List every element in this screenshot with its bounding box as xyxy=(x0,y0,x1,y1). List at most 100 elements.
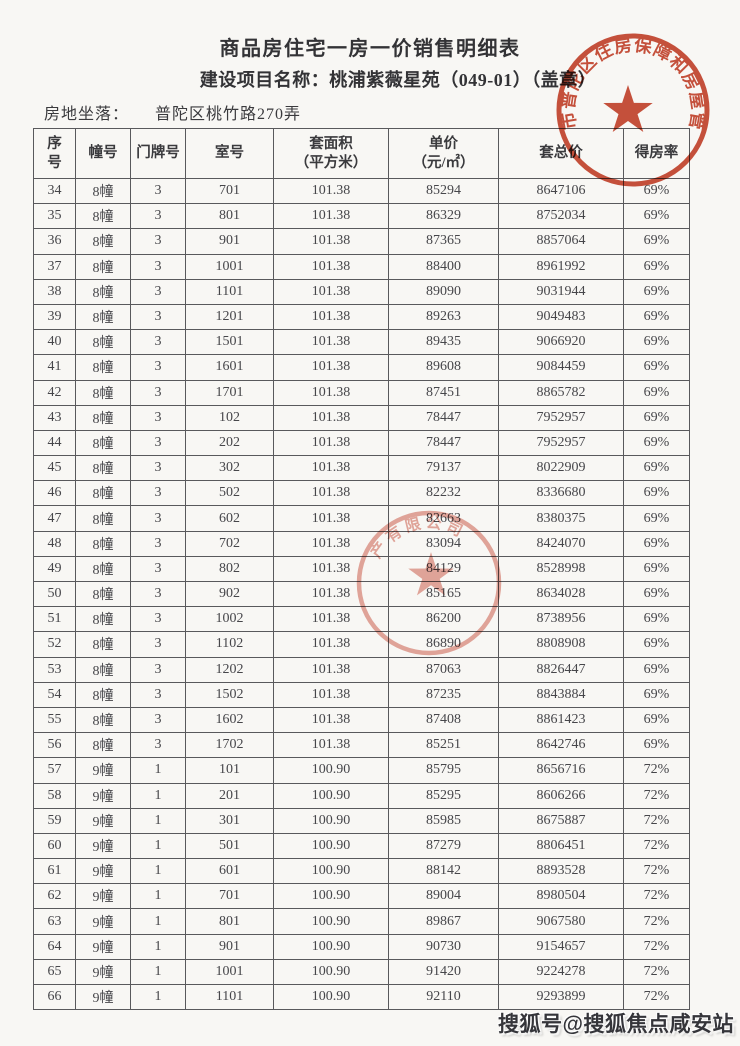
cell-area: 101.38 xyxy=(273,706,389,734)
cell-building: 8幢 xyxy=(75,580,131,608)
star-icon xyxy=(603,85,653,132)
cell-unit-price: 92110 xyxy=(388,983,499,1011)
cell-unit-price: 89435 xyxy=(388,329,499,356)
cell-unit-price: 90730 xyxy=(388,933,499,960)
cell-total-price: 8656716 xyxy=(498,757,624,784)
table-row: 38 8幢 3 1101 101.38 89090 9031944 69% xyxy=(33,278,690,305)
cell-door-no: 3 xyxy=(130,177,186,205)
cell-door-no: 3 xyxy=(130,429,186,457)
cell-total-price: 9031944 xyxy=(498,278,624,305)
cell-efficiency: 69% xyxy=(623,203,690,230)
cell-serial: 37 xyxy=(33,253,76,280)
cell-total-price: 8675887 xyxy=(498,807,624,834)
cell-efficiency: 72% xyxy=(623,858,690,885)
cell-serial: 43 xyxy=(33,404,76,431)
cell-serial: 41 xyxy=(33,354,76,381)
cell-total-price: 8843884 xyxy=(498,681,624,708)
cell-serial: 51 xyxy=(33,606,76,633)
col-header-unit-price: 单价 （元/㎡） xyxy=(388,128,499,179)
cell-room: 602 xyxy=(185,505,274,532)
cell-total-price: 8806451 xyxy=(498,832,624,860)
cell-efficiency: 72% xyxy=(623,807,690,834)
table-row: 49 8幢 3 802 101.38 84129 8528998 69% xyxy=(33,555,690,583)
cell-total-price: 8642746 xyxy=(498,732,624,759)
cell-unit-price: 78447 xyxy=(388,429,499,457)
cell-efficiency: 72% xyxy=(623,757,690,784)
table-row: 39 8幢 3 1201 101.38 89263 9049483 69% xyxy=(33,303,690,331)
cell-efficiency: 72% xyxy=(623,832,690,860)
cell-serial: 46 xyxy=(33,480,76,507)
cell-efficiency: 69% xyxy=(623,177,690,205)
cell-unit-price: 91420 xyxy=(388,958,499,986)
cell-building: 9幢 xyxy=(75,983,131,1011)
cell-building: 8幢 xyxy=(75,505,131,532)
cell-efficiency: 69% xyxy=(623,706,690,734)
cell-serial: 65 xyxy=(33,958,76,986)
cell-building: 8幢 xyxy=(75,228,131,255)
cell-unit-price: 89004 xyxy=(388,883,499,910)
cell-total-price: 9224278 xyxy=(498,958,624,986)
cell-serial: 59 xyxy=(33,807,76,834)
cell-room: 1002 xyxy=(185,606,274,633)
cell-door-no: 3 xyxy=(130,656,186,683)
cell-room: 202 xyxy=(185,429,274,457)
table-row: 54 8幢 3 1502 101.38 87235 8843884 69% xyxy=(33,681,690,708)
cell-building: 9幢 xyxy=(75,757,131,784)
cell-room: 101 xyxy=(185,757,274,784)
table-row: 35 8幢 3 801 101.38 86329 8752034 69% xyxy=(33,203,690,230)
cell-unit-price: 82232 xyxy=(388,480,499,507)
cell-door-no: 3 xyxy=(130,228,186,255)
col-header-serial: 序号 xyxy=(33,128,76,179)
cell-building: 8幢 xyxy=(75,303,131,331)
cell-building: 9幢 xyxy=(75,933,131,960)
cell-building: 9幢 xyxy=(75,908,131,935)
cell-area: 101.38 xyxy=(273,278,389,305)
cell-room: 1101 xyxy=(185,983,274,1011)
cell-serial: 63 xyxy=(33,908,76,935)
cell-door-no: 3 xyxy=(130,732,186,759)
cell-room: 1101 xyxy=(185,278,274,305)
property-location-line: 房地坐落： 普陀区桃竹路270弄 xyxy=(44,100,301,124)
cell-unit-price: 87063 xyxy=(388,656,499,683)
cell-total-price: 8826447 xyxy=(498,656,624,683)
location-value: 普陀区桃竹路270弄 xyxy=(155,106,302,123)
cell-door-no: 3 xyxy=(130,379,186,406)
cell-room: 801 xyxy=(185,203,274,230)
cell-unit-price: 87451 xyxy=(388,379,499,406)
cell-efficiency: 69% xyxy=(623,681,690,708)
cell-door-no: 1 xyxy=(130,958,186,986)
cell-total-price: 8336680 xyxy=(498,480,624,507)
cell-total-price: 7952957 xyxy=(498,429,624,457)
cell-total-price: 8961992 xyxy=(498,253,624,280)
cell-door-no: 1 xyxy=(130,883,186,910)
cell-efficiency: 69% xyxy=(623,631,690,658)
col-header-total-price: 套总价 xyxy=(498,128,624,179)
cell-efficiency: 69% xyxy=(623,555,690,583)
cell-building: 8幢 xyxy=(75,606,131,633)
cell-serial: 36 xyxy=(33,228,76,255)
cell-efficiency: 69% xyxy=(623,303,690,331)
cell-total-price: 9066920 xyxy=(498,329,624,356)
cell-building: 9幢 xyxy=(75,858,131,885)
table-row: 64 9幢 1 901 100.90 90730 9154657 72% xyxy=(33,933,690,960)
cell-unit-price: 87235 xyxy=(388,681,499,708)
cell-building: 8幢 xyxy=(75,354,131,381)
table-header: 序号幢号 门牌号 室号 套面积 （平方米） 单价 （元/㎡） 套总价 得房率 xyxy=(33,128,690,179)
col-header-door-no: 门牌号 xyxy=(130,128,186,179)
cell-building: 8幢 xyxy=(75,429,131,457)
cell-building: 8幢 xyxy=(75,480,131,507)
cell-area: 100.90 xyxy=(273,858,389,885)
table-row: 58 9幢 1 201 100.90 85295 8606266 72% xyxy=(33,782,690,809)
cell-building: 9幢 xyxy=(75,958,131,986)
table-row: 52 8幢 3 1102 101.38 86890 8808908 69% xyxy=(33,631,690,658)
cell-unit-price: 84129 xyxy=(388,555,499,583)
cell-room: 1201 xyxy=(185,303,274,331)
cell-door-no: 3 xyxy=(130,354,186,381)
cell-total-price: 8528998 xyxy=(498,555,624,583)
cell-area: 101.38 xyxy=(273,480,389,507)
cell-door-no: 3 xyxy=(130,278,186,305)
cell-serial: 38 xyxy=(33,278,76,305)
cell-serial: 40 xyxy=(33,329,76,356)
cell-serial: 66 xyxy=(33,983,76,1011)
cell-unit-price: 88400 xyxy=(388,253,499,280)
